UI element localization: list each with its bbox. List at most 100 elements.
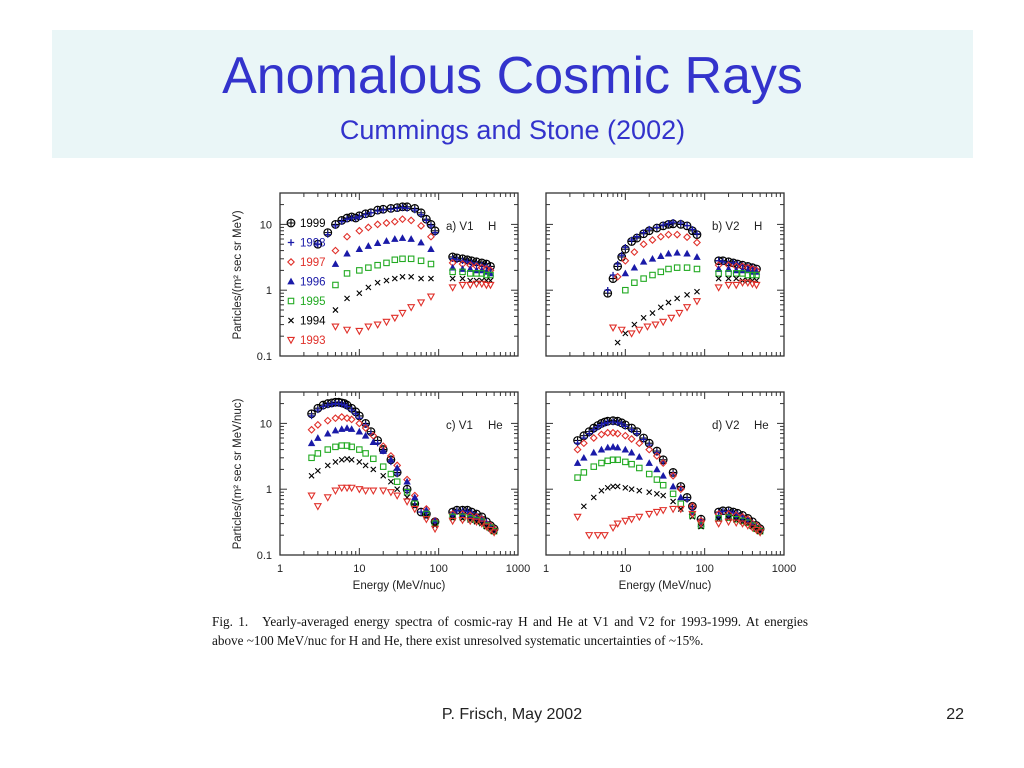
data-point	[472, 280, 481, 289]
data-point	[489, 529, 499, 537]
data-point	[659, 459, 668, 467]
data-point	[394, 486, 401, 493]
data-point	[609, 428, 618, 437]
data-point	[407, 255, 415, 263]
data-point	[449, 513, 456, 521]
data-point	[693, 253, 701, 260]
data-point	[365, 264, 372, 271]
data-point	[724, 518, 733, 527]
data-point	[724, 281, 733, 290]
data-point	[335, 400, 342, 407]
data-point	[417, 238, 425, 246]
data-point	[732, 281, 741, 290]
data-point	[719, 508, 727, 515]
series-1996	[621, 248, 761, 277]
data-point	[473, 518, 480, 525]
data-point	[472, 266, 481, 274]
y-tick-label: 1	[266, 484, 272, 496]
data-point	[653, 490, 660, 497]
legend-marker-1997	[287, 258, 295, 266]
data-point	[332, 307, 339, 313]
data-point	[673, 264, 681, 271]
data-point	[487, 271, 494, 279]
panel-frame	[279, 192, 519, 357]
data-point	[338, 218, 345, 225]
legend-label-1995: 1995	[300, 296, 326, 308]
data-point	[693, 238, 701, 247]
data-point	[379, 447, 387, 454]
data-point	[356, 213, 363, 221]
data-point	[636, 464, 643, 472]
data-point	[622, 244, 629, 251]
data-point	[604, 457, 612, 465]
data-point	[314, 434, 322, 441]
data-point	[343, 232, 352, 241]
series-1994	[332, 273, 494, 313]
axis-ticks	[545, 192, 784, 357]
data-point	[579, 439, 588, 448]
data-point	[478, 266, 486, 274]
data-point	[411, 206, 418, 214]
data-point	[393, 464, 401, 471]
data-point	[653, 476, 661, 483]
data-point	[417, 211, 425, 218]
legend-marker-1995	[287, 297, 295, 305]
data-point	[719, 258, 727, 266]
panel-label: d) V2	[712, 420, 740, 432]
data-point	[621, 445, 630, 453]
data-point	[459, 268, 466, 276]
data-point	[585, 532, 594, 540]
data-point	[614, 419, 621, 427]
data-point	[696, 520, 706, 528]
data-point	[640, 436, 647, 443]
data-point	[688, 510, 697, 519]
data-point	[665, 299, 672, 306]
data-point	[659, 471, 667, 479]
legend-marker-1994	[288, 317, 294, 324]
data-point	[665, 220, 672, 227]
data-point	[648, 235, 657, 244]
data-point	[645, 445, 654, 454]
data-point	[398, 309, 407, 318]
data-point	[431, 229, 439, 236]
data-point	[379, 487, 388, 495]
data-point	[355, 427, 364, 435]
data-point	[379, 463, 387, 470]
data-point	[755, 529, 765, 537]
x-tick-label: 1000	[772, 563, 796, 575]
data-point	[362, 211, 369, 218]
data-point	[652, 451, 661, 460]
cosmic-ray-spectra-figure: 0.1 1 10 Particles/(m² sec sr MeV) a) V1 H 199…	[232, 192, 796, 592]
data-point	[597, 445, 606, 453]
data-point	[459, 275, 466, 282]
data-point	[314, 450, 322, 457]
data-point	[580, 469, 588, 476]
data-point	[332, 222, 339, 230]
data-point	[677, 219, 684, 227]
data-point	[669, 218, 677, 226]
data-point	[369, 438, 378, 445]
data-point	[403, 488, 411, 496]
data-point	[689, 226, 696, 233]
data-point	[338, 425, 346, 432]
data-point	[387, 470, 395, 478]
data-point	[398, 234, 407, 241]
data-point	[676, 485, 685, 494]
data-point	[369, 487, 378, 495]
data-point	[383, 259, 390, 267]
data-point	[314, 406, 322, 414]
axis-ticks	[279, 391, 518, 556]
data-point	[399, 273, 406, 280]
data-point	[635, 513, 644, 522]
data-point	[732, 515, 740, 523]
data-point	[627, 448, 636, 456]
data-point	[403, 205, 411, 212]
y-axis-label: Particles/(m² sec sr MeV/nuc)	[232, 398, 244, 549]
legend-marker-1996	[287, 277, 295, 285]
data-point	[373, 220, 382, 229]
data-point	[393, 478, 401, 485]
data-point	[594, 423, 602, 431]
data-point	[308, 412, 315, 420]
data-point	[645, 459, 653, 466]
data-point	[407, 216, 416, 225]
